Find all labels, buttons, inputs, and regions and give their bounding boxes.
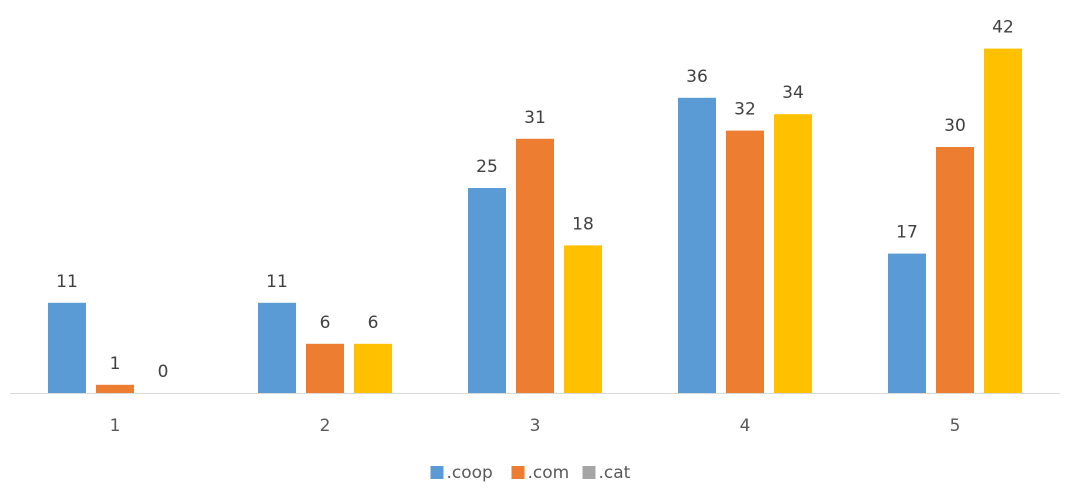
bar-cat-cat-4 (774, 114, 812, 393)
legend-swatch-com (511, 466, 525, 479)
data-label-cat-cat-2: 6 (368, 313, 379, 333)
bar-coop-cat-5 (888, 253, 926, 393)
legend-item-coop: .coop (430, 463, 493, 483)
bar-coop-cat-4 (678, 97, 716, 394)
legend-label-com: .com (528, 463, 570, 483)
x-tick-label-3: 3 (530, 416, 541, 436)
data-label-coop-cat-4: 36 (686, 67, 708, 87)
bar-coop-cat-2 (258, 302, 296, 393)
data-label-com-cat-4: 32 (734, 100, 756, 120)
x-tick-label-5: 5 (950, 416, 961, 436)
bar-coop-cat-3 (468, 188, 506, 393)
bar-com-cat-2 (306, 343, 344, 393)
legend-swatch-coop (430, 466, 444, 479)
data-label-coop-cat-3: 25 (476, 157, 498, 177)
legend-label-cat: .cat (599, 463, 631, 483)
legend-item-com: .com (511, 463, 570, 483)
bar-com-cat-3 (516, 138, 554, 393)
legend: .coop .com .cat (430, 463, 631, 483)
data-label-coop-cat-5: 17 (896, 223, 918, 243)
bar-cat-cat-2 (354, 343, 392, 393)
x-tick-labels: 1 2 3 4 5 (110, 416, 961, 436)
data-label-cat-cat-4: 34 (782, 83, 804, 103)
bar-coop-cat-1 (48, 302, 86, 393)
data-label-com-cat-1: 1 (110, 354, 121, 374)
bars-layer (48, 48, 1022, 394)
x-tick-label-4: 4 (740, 416, 751, 436)
bar-cat-cat-5 (984, 48, 1022, 393)
data-label-com-cat-2: 6 (320, 313, 331, 333)
data-label-coop-cat-1: 11 (56, 272, 78, 292)
data-label-cat-cat-3: 18 (572, 214, 594, 234)
bar-com-cat-4 (726, 130, 764, 393)
x-tick-label-1: 1 (110, 416, 121, 436)
legend-item-cat: .cat (582, 463, 631, 483)
bar-cat-cat-3 (564, 245, 602, 393)
x-tick-label-2: 2 (320, 416, 331, 436)
data-label-cat-cat-1: 0 (158, 362, 169, 382)
data-label-cat-cat-5: 42 (992, 18, 1014, 38)
bar-com-cat-5 (936, 147, 974, 393)
legend-label-coop: .coop (447, 463, 493, 483)
data-label-com-cat-3: 31 (524, 108, 546, 128)
legend-swatch-cat (582, 466, 596, 479)
data-label-coop-cat-2: 11 (266, 272, 288, 292)
bar-com-cat-1 (96, 384, 134, 393)
data-label-com-cat-5: 30 (944, 116, 966, 136)
